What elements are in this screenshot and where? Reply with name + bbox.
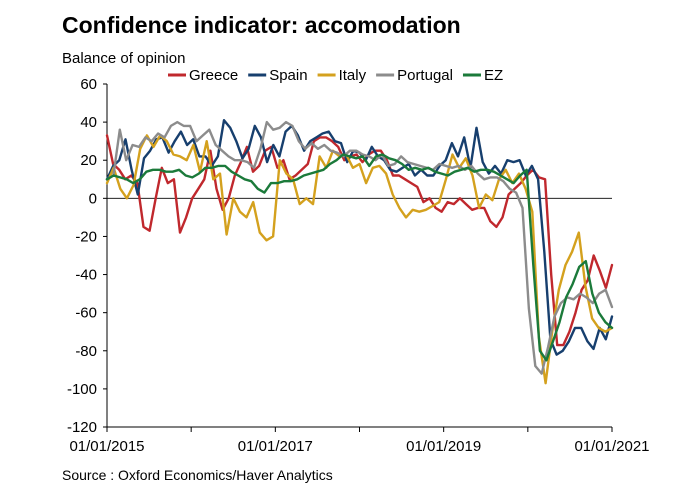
series-line-spain bbox=[105, 118, 614, 356]
axes: 60 40 20 0 -20 -40 -60 -80 -100 -120 01/01/2015 01/… bbox=[67, 76, 650, 455]
legend-label-portugal: Portugal bbox=[397, 67, 453, 84]
y-tick-label: 40 bbox=[80, 114, 97, 131]
y-tick-label: -40 bbox=[75, 267, 97, 284]
y-tick-label: -100 bbox=[67, 381, 97, 398]
y-tick-label: -120 bbox=[67, 419, 97, 436]
y-tick-label: -60 bbox=[75, 305, 97, 322]
chart-title: Confidence indicator: accomodation bbox=[62, 12, 461, 38]
series-line-portugal bbox=[105, 120, 614, 375]
x-tick-label: 01/01/2017 bbox=[238, 438, 313, 455]
y-tick-label: 20 bbox=[80, 152, 97, 169]
y-axis-label: Balance of opinion bbox=[62, 50, 186, 67]
y-tick-label: -80 bbox=[75, 343, 97, 360]
legend-label-ez: EZ bbox=[484, 67, 503, 84]
x-tick-label: 01/01/2015 bbox=[69, 438, 144, 455]
legend: Greece Spain Italy Portugal EZ bbox=[168, 67, 503, 84]
source-note: Source : Oxford Economics/Haver Analytic… bbox=[62, 467, 333, 483]
series-line-ez bbox=[105, 153, 614, 362]
legend-label-greece: Greece bbox=[189, 67, 238, 84]
legend-label-italy: Italy bbox=[339, 67, 367, 84]
x-tick-label: 01/01/2019 bbox=[406, 438, 481, 455]
y-tick-label: -20 bbox=[75, 228, 97, 245]
series-layer bbox=[105, 118, 614, 385]
legend-label-spain: Spain bbox=[269, 67, 307, 84]
x-tick-label: 01/01/2021 bbox=[574, 438, 649, 455]
y-tick-label: 0 bbox=[89, 190, 97, 207]
y-tick-label: 60 bbox=[80, 76, 97, 93]
